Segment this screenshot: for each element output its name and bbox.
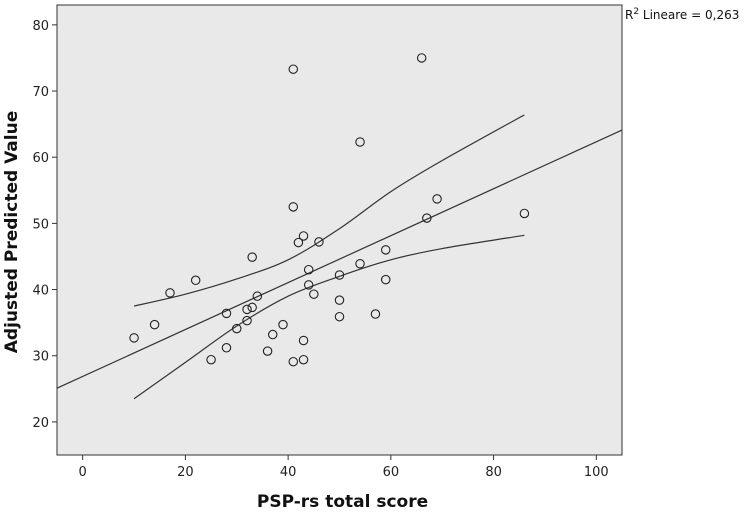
x-axis-title: PSP-rs total score — [257, 492, 428, 512]
data-point — [355, 258, 365, 269]
data-point — [298, 231, 309, 241]
data-point — [242, 315, 252, 326]
data-point — [288, 202, 299, 212]
data-point — [303, 280, 314, 290]
x-tick-label: 20 — [177, 465, 194, 480]
data-point — [165, 288, 175, 298]
data-point — [314, 237, 324, 247]
data-point — [267, 329, 278, 340]
y-tick-label: 30 — [32, 350, 49, 365]
data-point — [422, 213, 432, 223]
y-tick-label: 60 — [32, 151, 49, 166]
data-point — [334, 270, 345, 280]
data-point — [355, 137, 365, 147]
data-point — [309, 289, 319, 299]
x-tick-label: 80 — [485, 465, 502, 480]
data-point — [370, 309, 381, 319]
data-point — [247, 302, 257, 313]
x-tick-label: 0 — [79, 465, 87, 480]
data-point — [334, 295, 345, 305]
x-axis: 0 20 40 60 80 100 — [79, 455, 609, 480]
r2-label: R — [625, 8, 633, 22]
data-point — [206, 354, 216, 365]
data-point — [247, 252, 257, 262]
data-point — [232, 323, 242, 334]
fit-line — [57, 129, 622, 389]
data-point — [149, 319, 160, 330]
ci-upper-curve — [133, 114, 525, 307]
r2-value: Lineare = 0,263 — [639, 8, 739, 22]
y-axis-title: Adjusted Predicted Value — [2, 111, 22, 353]
data-point — [432, 194, 442, 204]
data-points — [129, 53, 530, 367]
data-point — [190, 275, 201, 286]
confidence-bands — [133, 114, 525, 400]
y-tick-label: 80 — [32, 19, 49, 34]
data-point — [334, 311, 345, 322]
data-point — [303, 264, 314, 275]
y-tick-label: 50 — [32, 217, 49, 232]
data-point — [221, 308, 232, 319]
data-point — [252, 291, 263, 301]
data-point — [262, 346, 273, 356]
data-point — [242, 304, 252, 315]
data-point — [298, 354, 309, 365]
plot-area — [56, 4, 623, 456]
y-tick-label: 20 — [32, 416, 49, 431]
data-point — [129, 333, 139, 343]
data-point — [519, 208, 530, 219]
r2-superscript: 2 — [633, 7, 639, 17]
data-point — [288, 356, 299, 367]
data-point — [221, 343, 232, 353]
data-point — [298, 335, 309, 346]
data-point — [293, 237, 304, 248]
data-point — [380, 274, 391, 285]
y-tick-label: 40 — [32, 284, 49, 299]
data-point — [288, 64, 299, 74]
x-tick-label: 60 — [383, 465, 400, 480]
y-tick-label: 70 — [32, 85, 49, 100]
r2-annotation: R2 Lineare = 0,263 — [625, 7, 739, 22]
ci-lower-curve — [133, 234, 525, 400]
data-point — [380, 245, 391, 255]
data-point — [278, 319, 288, 330]
x-tick-label: 100 — [584, 465, 609, 480]
data-point — [416, 53, 427, 63]
x-tick-label: 40 — [280, 465, 297, 480]
y-axis: 20 30 40 50 60 70 80 — [32, 19, 57, 431]
